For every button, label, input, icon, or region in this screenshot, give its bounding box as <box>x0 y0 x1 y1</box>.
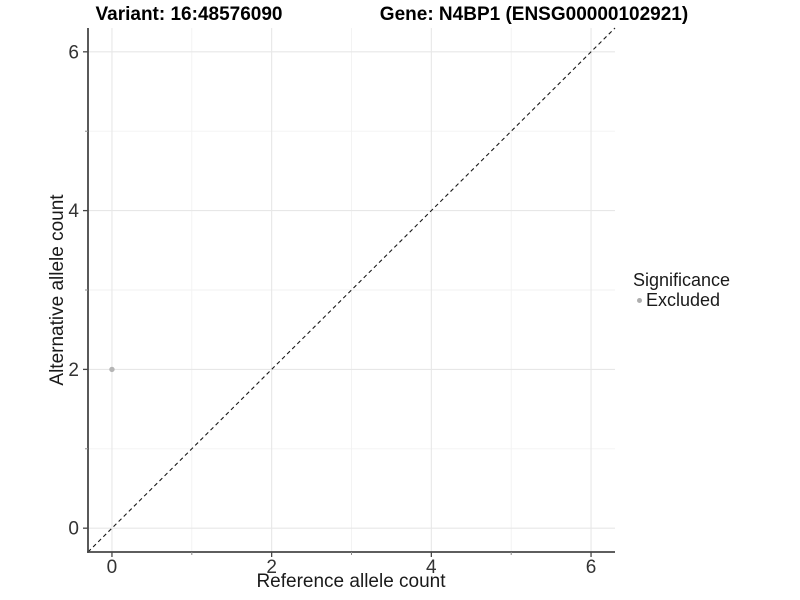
legend-title: Significance <box>633 270 731 290</box>
data-point <box>109 366 115 373</box>
y-tick-label: 2 <box>68 360 79 381</box>
x-axis-title: Reference allele count <box>256 571 446 592</box>
y-tick-label: 4 <box>68 201 79 222</box>
x-tick-label: 6 <box>586 557 597 578</box>
x-tick-label: 2 <box>266 557 277 578</box>
legend-key <box>633 292 646 309</box>
legend-entry-excluded: Excluded <box>633 290 798 310</box>
excluded-point-icon <box>637 298 642 303</box>
plot-title-gene: Gene: N4BP1 (ENSG00000102921) <box>379 4 689 25</box>
legend-entry-label: Excluded <box>646 290 721 310</box>
y-axis-title: Alternative allele count <box>47 194 68 386</box>
y-tick-label: 0 <box>68 519 79 540</box>
identity-line <box>87 27 616 553</box>
legend: Significance Excluded <box>633 270 798 310</box>
plot-title-variant: Variant: 16:48576090 <box>95 4 283 25</box>
x-tick-label: 0 <box>107 557 118 578</box>
x-tick-label: 4 <box>426 557 437 578</box>
y-tick-label: 6 <box>68 42 79 63</box>
